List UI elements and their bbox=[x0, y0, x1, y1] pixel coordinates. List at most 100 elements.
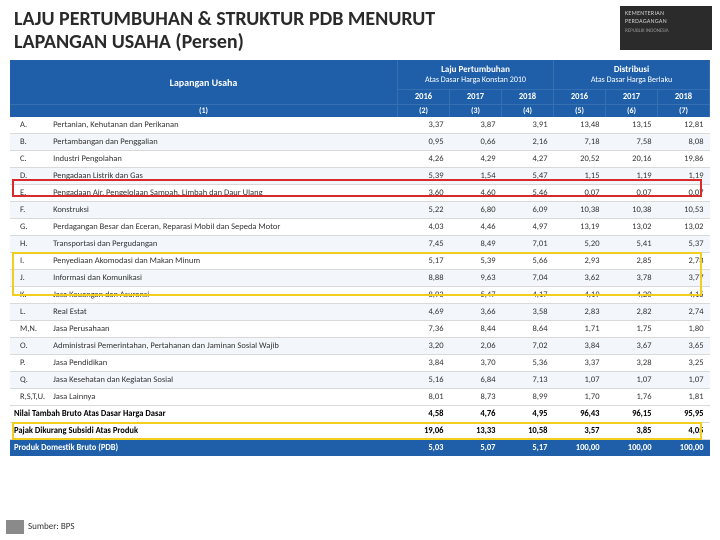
table-row: D. Pengadaan Listrik dan Gas5,391,545,47… bbox=[10, 168, 710, 185]
summary-value: 100,00 bbox=[554, 440, 606, 457]
row-value: 0,66 bbox=[450, 134, 502, 151]
row-value: 4,26 bbox=[398, 151, 450, 168]
row-value: 5,17 bbox=[398, 253, 450, 270]
row-value: 13,02 bbox=[658, 219, 710, 236]
summary-row: Produk Domestik Bruto (PDB)5,035,075,171… bbox=[10, 440, 710, 457]
row-value: 4,27 bbox=[502, 151, 554, 168]
row-value: 8,88 bbox=[398, 270, 450, 287]
row-value: 13,15 bbox=[606, 117, 658, 134]
summary-value: 5,17 bbox=[502, 440, 554, 457]
row-value: 3,28 bbox=[606, 355, 658, 372]
summary-value: 5,07 bbox=[450, 440, 502, 457]
table-row: C. Industri Pengolahan4,264,294,2720,522… bbox=[10, 151, 710, 168]
row-code: R,S,T,U. bbox=[10, 389, 49, 406]
row-value: 1,70 bbox=[554, 389, 606, 406]
summary-value: 13,33 bbox=[450, 423, 502, 440]
row-label: Pertambangan dan Penggalian bbox=[49, 134, 397, 151]
row-value: 13,48 bbox=[554, 117, 606, 134]
row-value: 5,37 bbox=[658, 236, 710, 253]
col-lapangan: Lapangan Usaha bbox=[10, 60, 398, 105]
summary-value: 3,57 bbox=[554, 423, 606, 440]
row-value: 1,07 bbox=[606, 372, 658, 389]
row-value: 0,95 bbox=[398, 134, 450, 151]
row-label: Penyediaan Akomodasi dan Makan Minum bbox=[49, 253, 397, 270]
row-code: A. bbox=[10, 117, 49, 134]
row-code: B. bbox=[10, 134, 49, 151]
title-line2: LAPANGAN USAHA (Persen) bbox=[14, 31, 706, 54]
row-value: 7,01 bbox=[502, 236, 554, 253]
table-row: E. Pengadaan Air, Pengelolaan Sampah, Li… bbox=[10, 185, 710, 202]
row-value: 1,76 bbox=[606, 389, 658, 406]
summary-row: Pajak Dikurang Subsidi Atas Produk19,061… bbox=[10, 423, 710, 440]
summary-value: 96,43 bbox=[554, 406, 606, 423]
row-label: Real Estat bbox=[49, 304, 397, 321]
col-group2: Distribusi Atas Dasar Harga Berlaku bbox=[554, 60, 710, 90]
summary-value: 19,06 bbox=[398, 423, 450, 440]
row-value: 8,01 bbox=[398, 389, 450, 406]
table-row: Q. Jasa Kesehatan dan Kegiatan Sosial5,1… bbox=[10, 372, 710, 389]
row-value: 3,91 bbox=[502, 117, 554, 134]
row-value: 12,81 bbox=[658, 117, 710, 134]
table-row: M,N. Jasa Perusahaan7,368,448,641,711,75… bbox=[10, 321, 710, 338]
row-value: 3,25 bbox=[658, 355, 710, 372]
title-block: LAJU PERTUMBUHAN & STRUKTUR PDB MENURUT … bbox=[0, 0, 720, 58]
row-label: Transportasi dan Pergudangan bbox=[49, 236, 397, 253]
row-code: Q. bbox=[10, 372, 49, 389]
summary-value: 10,58 bbox=[502, 423, 554, 440]
row-value: 3,70 bbox=[450, 355, 502, 372]
row-code: L. bbox=[10, 304, 49, 321]
summary-value: 5,03 bbox=[398, 440, 450, 457]
row-value: 4,46 bbox=[450, 219, 502, 236]
summary-value: 4,58 bbox=[398, 406, 450, 423]
row-code: K. bbox=[10, 287, 49, 304]
row-value: 20,52 bbox=[554, 151, 606, 168]
row-value: 8,73 bbox=[450, 389, 502, 406]
row-value: 3,65 bbox=[658, 338, 710, 355]
row-value: 0,07 bbox=[658, 185, 710, 202]
summary-value: 4,95 bbox=[502, 406, 554, 423]
table-row: F. Konstruksi5,226,806,0910,3810,3810,53 bbox=[10, 202, 710, 219]
row-value: 5,47 bbox=[502, 168, 554, 185]
table-row: G. Perdagangan Besar dan Eceran, Reparas… bbox=[10, 219, 710, 236]
row-label: Jasa Pendidikan bbox=[49, 355, 397, 372]
row-value: 3,37 bbox=[398, 117, 450, 134]
row-code: H. bbox=[10, 236, 49, 253]
row-label: Pengadaan Listrik dan Gas bbox=[49, 168, 397, 185]
summary-value: 100,00 bbox=[658, 440, 710, 457]
col-group1: Laju Pertumbuhan Atas Dasar Harga Konsta… bbox=[398, 60, 554, 90]
source-label: Sumber: BPS bbox=[28, 521, 75, 532]
row-value: 1,19 bbox=[606, 168, 658, 185]
row-value: 8,49 bbox=[450, 236, 502, 253]
row-value: 13,19 bbox=[554, 219, 606, 236]
table-row: B. Pertambangan dan Penggalian0,950,662,… bbox=[10, 134, 710, 151]
row-value: 1,19 bbox=[658, 168, 710, 185]
row-value: 5,20 bbox=[554, 236, 606, 253]
ministry-logo: KEMENTERIAN PERDAGANGAN REPUBLIK INDONES… bbox=[620, 6, 712, 50]
row-value: 3,87 bbox=[450, 117, 502, 134]
summary-value: 4,76 bbox=[450, 406, 502, 423]
row-label: Pertanian, Kehutanan dan Perikanan bbox=[49, 117, 397, 134]
row-value: 19,86 bbox=[658, 151, 710, 168]
grey-marker bbox=[6, 520, 24, 534]
row-value: 3,62 bbox=[554, 270, 606, 287]
summary-value: 4,05 bbox=[658, 423, 710, 440]
gdp-table: Lapangan Usaha Laju Pertumbuhan Atas Das… bbox=[10, 60, 710, 456]
row-value: 7,58 bbox=[606, 134, 658, 151]
row-label: Informasi dan Komunikasi bbox=[49, 270, 397, 287]
row-value: 2,06 bbox=[450, 338, 502, 355]
row-value: 5,22 bbox=[398, 202, 450, 219]
row-value: 3,37 bbox=[554, 355, 606, 372]
row-value: 3,78 bbox=[606, 270, 658, 287]
table-row: O. Administrasi Pemerintahan, Pertahanan… bbox=[10, 338, 710, 355]
row-value: 3,84 bbox=[554, 338, 606, 355]
row-value: 4,15 bbox=[658, 287, 710, 304]
row-code: J. bbox=[10, 270, 49, 287]
row-value: 8,99 bbox=[502, 389, 554, 406]
row-value: 3,60 bbox=[398, 185, 450, 202]
summary-value: 3,85 bbox=[606, 423, 658, 440]
row-value: 7,45 bbox=[398, 236, 450, 253]
row-value: 2,83 bbox=[554, 304, 606, 321]
row-value: 5,36 bbox=[502, 355, 554, 372]
row-value: 2,78 bbox=[658, 253, 710, 270]
row-value: 7,13 bbox=[502, 372, 554, 389]
